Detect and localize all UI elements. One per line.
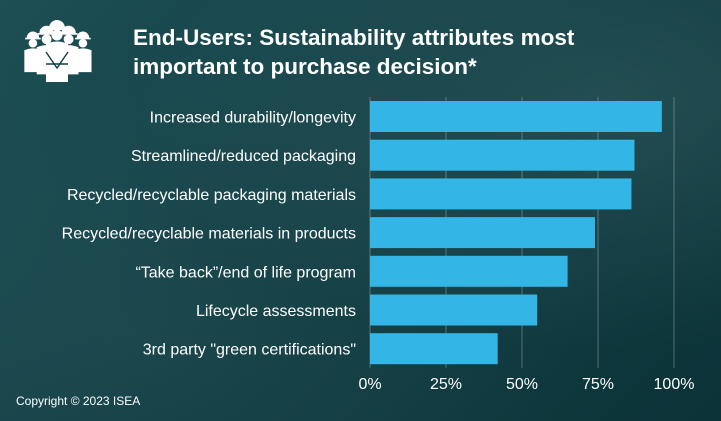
x-tick-label-3: 75%	[582, 376, 614, 393]
bar-4	[370, 255, 568, 287]
x-tick-label-4: 100%	[654, 376, 695, 393]
category-label-6: 3rd party "green certifications"	[143, 342, 356, 359]
bar-5	[370, 294, 538, 326]
bar-1	[370, 139, 635, 171]
category-label-4: “Take back”/end of life program	[135, 264, 356, 281]
chart-title-line-1: End-Users: Sustainability attributes mos…	[133, 25, 575, 50]
category-label-1: Streamlined/reduced packaging	[131, 148, 356, 165]
bar-0	[370, 101, 662, 132]
category-label-2: Recycled/recyclable packaging materials	[67, 187, 356, 204]
x-tick-label-1: 25%	[430, 376, 462, 393]
category-label-0: Increased durability/longevity	[150, 110, 356, 127]
chart-title-line-2: important to purchase decision*	[133, 54, 477, 79]
bar-6	[370, 333, 498, 365]
category-label-3: Recycled/recyclable materials in product…	[62, 226, 356, 243]
copyright-text: Copyright © 2023 ISEA	[16, 394, 141, 408]
x-tick-label-2: 50%	[506, 376, 538, 393]
chart-title: End-Users: Sustainability attributes mos…	[133, 23, 693, 81]
workers-group-icon	[24, 20, 92, 82]
x-tick-label-0: 0%	[358, 376, 381, 393]
bar-2	[370, 178, 632, 210]
bar-3	[370, 217, 595, 249]
category-label-5: Lifecycle assessments	[196, 303, 356, 320]
